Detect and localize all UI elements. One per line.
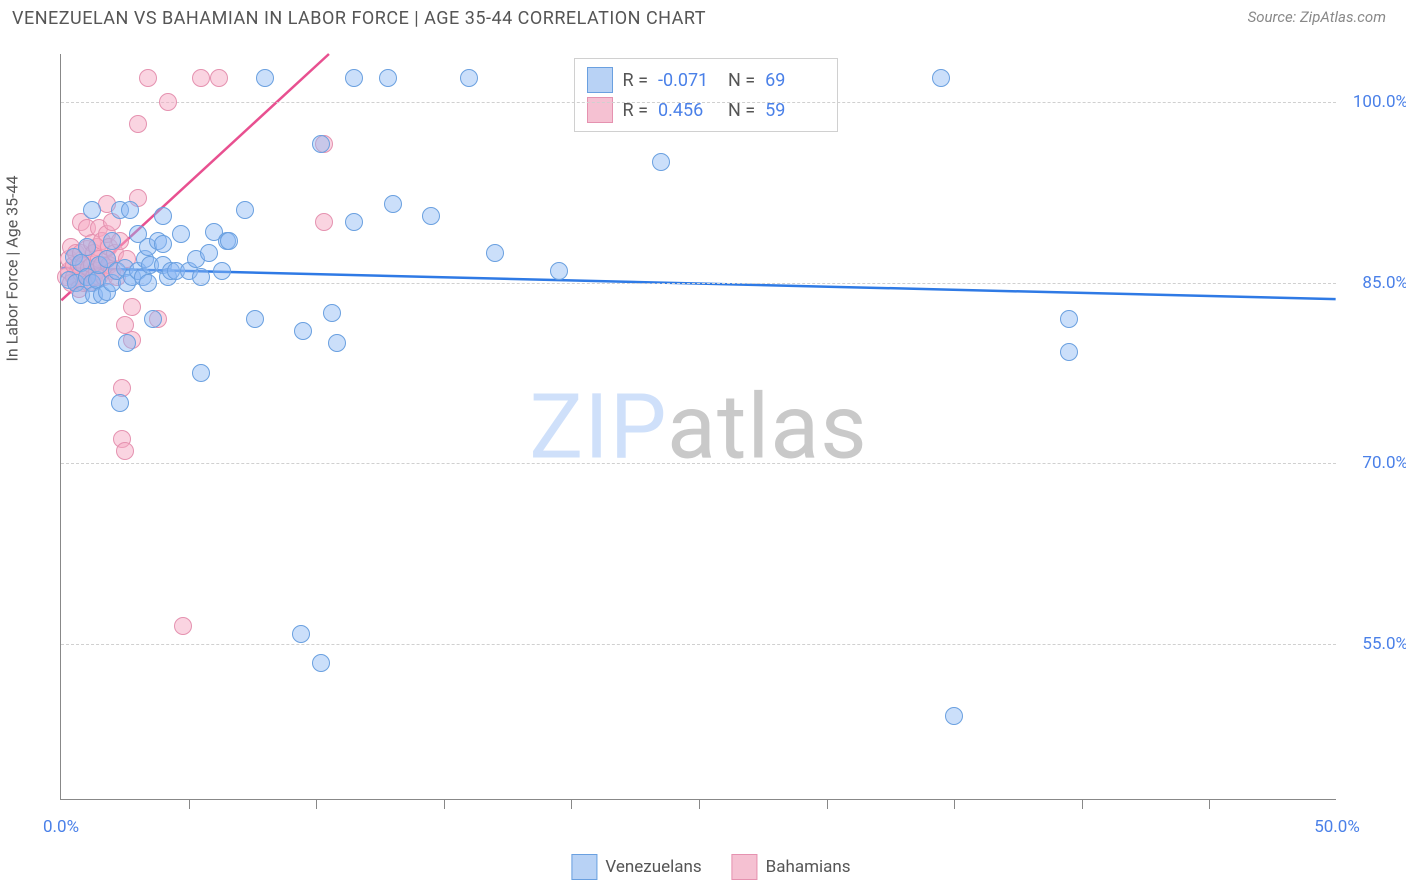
data-point-bah [210,69,228,87]
x-tick [316,799,317,809]
plot-area: ZIPatlas R = -0.071 N = 69 R = 0.456 N =… [60,54,1336,800]
data-point-ven [328,334,346,352]
legend-item-bah: Bahamians [732,854,851,880]
data-point-ven [486,244,504,262]
data-point-ven [200,244,218,262]
x-tick [954,799,955,809]
x-tick [827,799,828,809]
data-point-ven [312,135,330,153]
data-point-ven [111,394,129,412]
data-point-ven [192,268,210,286]
data-point-ven [144,310,162,328]
gridline [61,644,1336,645]
legend-label-ven: Venezuelans [605,857,701,877]
data-point-ven [172,225,190,243]
data-point-ven [345,69,363,87]
data-point-ven [246,310,264,328]
swatch-bah [587,97,613,123]
x-tick [1209,799,1210,809]
data-point-ven [292,625,310,643]
legend-item-ven: Venezuelans [571,854,701,880]
stats-r-ven: -0.071 [658,70,718,91]
data-point-ven [294,322,312,340]
data-point-ven [121,201,139,219]
x-tick [189,799,190,809]
y-axis-label: In Labor Force | Age 35-44 [3,175,22,361]
data-point-bah [159,93,177,111]
y-tick-label: 85.0% [1362,273,1406,293]
gridline [61,463,1336,464]
data-point-ven [384,195,402,213]
x-tick-label: 0.0% [43,817,79,837]
x-tick [571,799,572,809]
legend-label-bah: Bahamians [766,857,851,877]
x-tick [699,799,700,809]
stats-box: R = -0.071 N = 69 R = 0.456 N = 59 [574,58,839,132]
data-point-ven [103,232,121,250]
data-point-ven [83,201,101,219]
swatch-ven [587,67,613,93]
data-point-bah [315,213,333,231]
chart-title: VENEZUELAN VS BAHAMIAN IN LABOR FORCE | … [12,8,706,29]
data-point-ven [154,207,172,225]
trend-lines [61,54,1336,799]
legend: Venezuelans Bahamians [571,854,850,880]
source-attribution: Source: ZipAtlas.com [1248,8,1386,26]
data-point-ven [1060,343,1078,361]
y-tick-label: 70.0% [1362,453,1406,473]
data-point-ven [323,304,341,322]
data-point-ven [118,334,136,352]
x-tick [444,799,445,809]
stats-label-r: R = [623,70,648,91]
stats-row-ven: R = -0.071 N = 69 [587,65,826,95]
data-point-ven [256,69,274,87]
data-point-bah [123,298,141,316]
swatch-ven [571,854,597,880]
gridline [61,283,1336,284]
data-point-ven [78,238,96,256]
data-point-ven [422,207,440,225]
data-point-ven [139,274,157,292]
data-point-ven [192,364,210,382]
data-point-ven [460,69,478,87]
data-point-ven [213,262,231,280]
data-point-ven [932,69,950,87]
data-point-ven [550,262,568,280]
data-point-ven [1060,310,1078,328]
y-tick-label: 100.0% [1353,92,1406,112]
data-point-ven [945,707,963,725]
x-tick-label: 50.0% [1314,817,1360,837]
data-point-ven [154,235,172,253]
stats-label-n: N = [728,70,755,91]
stats-row-bah: R = 0.456 N = 59 [587,95,826,125]
data-point-bah [129,115,147,133]
x-tick [1082,799,1083,809]
data-point-ven [652,153,670,171]
gridline [61,102,1336,103]
data-point-ven [312,654,330,672]
data-point-ven [379,69,397,87]
data-point-bah [139,69,157,87]
stats-n-ven: 69 [765,70,825,91]
correlation-chart: In Labor Force | Age 35-44 ZIPatlas R = … [36,50,1386,840]
y-tick-label: 55.0% [1362,634,1406,654]
data-point-ven [345,213,363,231]
data-point-bah [192,69,210,87]
data-point-ven [220,232,238,250]
data-point-bah [116,442,134,460]
data-point-ven [236,201,254,219]
swatch-bah [732,854,758,880]
data-point-bah [174,617,192,635]
